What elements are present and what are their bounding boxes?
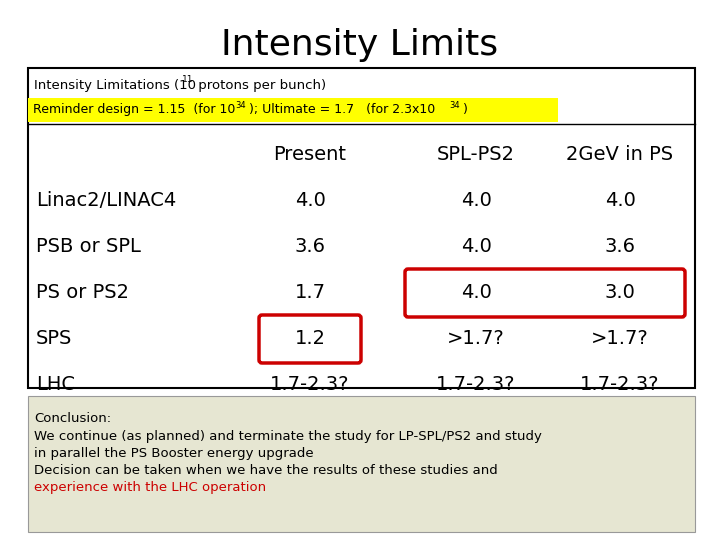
Text: 4.0: 4.0 bbox=[294, 191, 325, 210]
Text: PSB or SPL: PSB or SPL bbox=[36, 237, 141, 255]
Text: LHC: LHC bbox=[36, 375, 75, 394]
Text: Intensity Limitations (10: Intensity Limitations (10 bbox=[34, 79, 196, 92]
Text: Reminder design = 1.15  (for 10: Reminder design = 1.15 (for 10 bbox=[33, 104, 235, 117]
Bar bbox=[28, 68, 695, 388]
Text: >1.7?: >1.7? bbox=[591, 328, 649, 348]
Text: 34: 34 bbox=[449, 100, 459, 110]
Text: 34: 34 bbox=[235, 100, 246, 110]
Text: ); Ultimate = 1.7   (for 2.3x10: ); Ultimate = 1.7 (for 2.3x10 bbox=[249, 104, 436, 117]
Text: 1.2: 1.2 bbox=[294, 328, 325, 348]
Text: 4.0: 4.0 bbox=[605, 191, 636, 210]
Bar bbox=[28, 396, 695, 532]
Text: 2GeV in PS: 2GeV in PS bbox=[567, 145, 674, 164]
Text: 3.0: 3.0 bbox=[605, 282, 636, 301]
Text: 1.7-2.3?: 1.7-2.3? bbox=[436, 375, 516, 394]
Text: ): ) bbox=[463, 104, 468, 117]
Text: 1.7-2.3?: 1.7-2.3? bbox=[270, 375, 350, 394]
Text: 1.7-2.3?: 1.7-2.3? bbox=[580, 375, 660, 394]
Text: >1.7?: >1.7? bbox=[447, 328, 505, 348]
Text: 4.0: 4.0 bbox=[461, 282, 492, 301]
Text: 3.6: 3.6 bbox=[294, 237, 325, 255]
Text: 3.6: 3.6 bbox=[605, 237, 636, 255]
Text: 1.7: 1.7 bbox=[294, 282, 325, 301]
Text: protons per bunch): protons per bunch) bbox=[194, 79, 326, 92]
Text: 4.0: 4.0 bbox=[461, 237, 492, 255]
Text: 11: 11 bbox=[182, 76, 194, 84]
Text: in parallel the PS Booster energy upgrade: in parallel the PS Booster energy upgrad… bbox=[34, 447, 314, 460]
Text: Present: Present bbox=[274, 145, 346, 164]
Text: SPL-PS2: SPL-PS2 bbox=[437, 145, 515, 164]
Text: SPS: SPS bbox=[36, 328, 73, 348]
Text: PS or PS2: PS or PS2 bbox=[36, 282, 129, 301]
Text: Conclusion:: Conclusion: bbox=[34, 412, 111, 425]
Text: Decision can be taken when we have the results of these studies and: Decision can be taken when we have the r… bbox=[34, 464, 498, 477]
Text: Linac2/LINAC4: Linac2/LINAC4 bbox=[36, 191, 176, 210]
Text: Intensity Limits: Intensity Limits bbox=[222, 28, 498, 62]
Text: 4.0: 4.0 bbox=[461, 191, 492, 210]
Bar bbox=[28, 98, 558, 122]
Text: We continue (as planned) and terminate the study for LP-SPL/PS2 and study: We continue (as planned) and terminate t… bbox=[34, 430, 542, 443]
Text: experience with the LHC operation: experience with the LHC operation bbox=[34, 481, 266, 494]
